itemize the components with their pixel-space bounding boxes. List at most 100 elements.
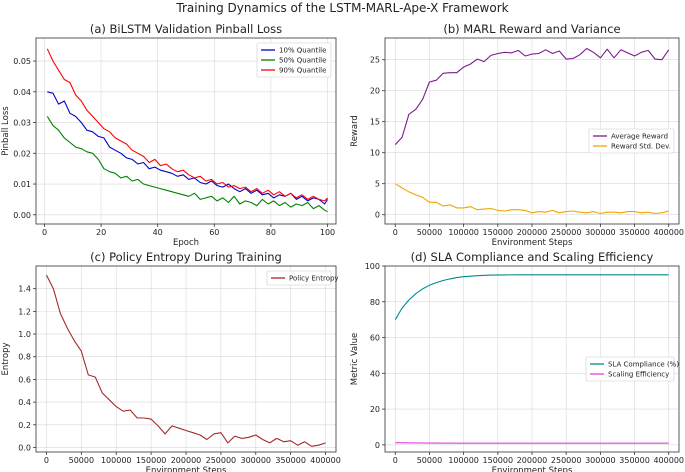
series-line-10-quantile	[47, 91, 328, 205]
y-tick-label: 100	[365, 262, 380, 271]
y-tick-label: 15	[370, 118, 380, 127]
panel-a: 0 20 40 60 80 100 0.00 0.01 0.02 0.03 0.04 0.05 (a) …	[1, 22, 337, 248]
y-tick-label: 0.8	[18, 353, 31, 362]
y-tick-label: 0.05	[13, 57, 31, 66]
x-tick-label: 40	[153, 228, 163, 237]
plot-frame	[35, 37, 337, 225]
x-axis-label: Epoch	[173, 238, 199, 248]
x-tick-label: 300000	[240, 456, 271, 465]
series-line-policy-entropy	[46, 274, 326, 447]
y-tick-label: 0	[375, 211, 380, 220]
legend-box	[588, 128, 675, 154]
plot-frame	[384, 37, 680, 225]
x-tick-label: 80	[266, 228, 276, 237]
legend-label: 90% Quantile	[279, 67, 326, 75]
x-tick-label: 250000	[551, 228, 582, 237]
y-tick-label: 0.6	[18, 375, 31, 384]
series-line-90-quantile	[46, 48, 328, 202]
panel-title: (c) Policy Entropy During Training	[90, 250, 282, 264]
legend-label: Scaling Efficiency	[608, 371, 669, 379]
legend-box	[266, 270, 332, 286]
x-tick-label: 350000	[619, 456, 650, 465]
x-tick-label: 350000	[275, 456, 306, 465]
x-tick-label: 20	[96, 228, 106, 237]
legend-box	[256, 42, 332, 78]
x-tick-label: 150000	[136, 456, 167, 465]
panel-title: (a) BiLSTM Validation Pinball Loss	[90, 22, 282, 36]
panel-d: 0 50000 100000 150000 200000 250000 300000 3500…	[350, 250, 684, 472]
x-tick-label: 100	[320, 228, 335, 237]
y-tick-label: 40	[370, 369, 380, 378]
y-tick-label: 0.04	[13, 88, 31, 97]
x-tick-label: 50000	[417, 228, 442, 237]
x-tick-label: 350000	[619, 228, 650, 237]
x-tick-label: 400000	[653, 228, 684, 237]
legend-label: 10% Quantile	[279, 47, 326, 55]
y-tick-label: 5	[375, 180, 380, 189]
y-tick-label: 0	[375, 441, 380, 450]
x-tick-label: 100000	[448, 456, 479, 465]
legend-label: Policy Entropy	[289, 275, 339, 283]
x-tick-label: 0	[44, 456, 49, 465]
x-tick-label: 100000	[448, 228, 479, 237]
x-tick-label: 0	[393, 228, 398, 237]
x-tick-label: 200000	[517, 456, 548, 465]
y-axis-label: Metric Value	[350, 333, 360, 385]
y-axis-label: Entropy	[1, 342, 11, 375]
x-tick-label: 200000	[517, 228, 548, 237]
plot-frame	[35, 265, 337, 453]
y-tick-label: 20	[370, 405, 380, 414]
legend: 10% Quantile 50% Quantile 90% Quantile	[256, 42, 332, 78]
series-line-scaling-efficiency	[395, 442, 669, 444]
plot-frame	[384, 265, 680, 453]
panels-layer: 0 20 40 60 80 1000.000.010.020.030.040.05(a) …	[1, 22, 684, 472]
y-axis-label: Reward	[350, 115, 360, 147]
figure-title: Training Dynamics of the LSTM-MARL-Ape-X…	[175, 1, 508, 15]
legend-label: SLA Compliance (%)	[608, 361, 679, 369]
y-tick-label: 80	[370, 298, 380, 307]
x-tick-label: 300000	[585, 456, 616, 465]
x-axis-label: Environment Steps	[492, 466, 573, 472]
series-line-reward-std-dev-	[395, 183, 669, 215]
legend: Policy Entropy	[266, 270, 339, 286]
y-tick-label: 0.03	[13, 119, 31, 128]
legend: SLA Compliance (%) Scaling Efficiency	[585, 356, 679, 382]
y-tick-label: 10	[370, 149, 380, 158]
x-tick-label: 50000	[417, 456, 442, 465]
x-tick-label: 60	[209, 228, 219, 237]
y-tick-label: 0.0	[18, 443, 31, 452]
x-tick-label: 0	[42, 228, 47, 237]
x-tick-label: 250000	[206, 456, 237, 465]
x-tick-label: 250000	[551, 456, 582, 465]
series-line-sla-compliance-	[394, 274, 669, 320]
y-tick-label: 0.4	[18, 398, 31, 407]
legend-label: 50% Quantile	[279, 57, 326, 65]
legend-label: Reward Std. Dev.	[611, 143, 671, 151]
y-tick-label: 0.02	[13, 149, 31, 158]
y-tick-label: 1.0	[18, 330, 31, 339]
x-tick-label: 400000	[310, 456, 341, 465]
legend: Average Reward Reward Std. Dev.	[588, 128, 675, 154]
x-axis-label: Environment Steps	[492, 238, 573, 248]
y-tick-label: 60	[370, 334, 380, 343]
legend-box	[585, 356, 675, 382]
x-tick-label: 300000	[585, 228, 616, 237]
y-tick-label: 0.01	[13, 180, 31, 189]
series-line-average-reward	[394, 47, 670, 145]
panel-b: 0 50000 100000 150000 200000 250000 300000 3500…	[350, 22, 684, 248]
x-tick-label: 200000	[171, 456, 202, 465]
legend-label: Average Reward	[611, 133, 668, 141]
x-tick-label: 150000	[483, 228, 514, 237]
series-line-50-quantile	[46, 116, 328, 213]
y-axis-label: Pinball Loss	[1, 106, 11, 156]
panel-c: 0 50000 100000 150000 200000 250000 300000 3500…	[1, 250, 341, 472]
y-tick-label: 1.2	[18, 307, 31, 316]
y-tick-label: 0.00	[13, 211, 31, 220]
x-tick-label: 50000	[69, 456, 94, 465]
x-tick-label: 0	[393, 456, 398, 465]
y-tick-label: 20	[370, 87, 380, 96]
panel-title: (b) MARL Reward and Variance	[443, 22, 620, 36]
y-tick-label: 0.2	[18, 421, 31, 430]
x-tick-label: 400000	[653, 456, 684, 465]
